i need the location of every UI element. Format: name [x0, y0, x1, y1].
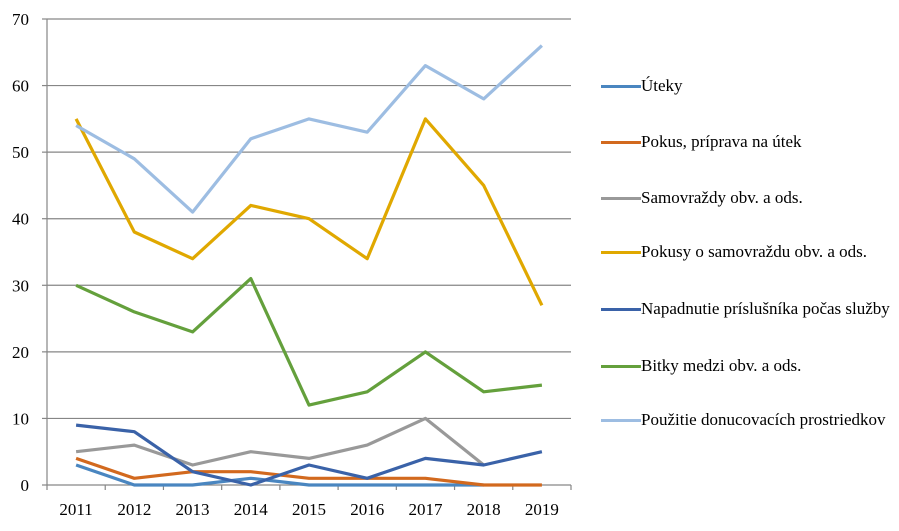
y-tick-label: 0: [21, 476, 30, 495]
legend-item: Pokus, príprava na útek: [601, 131, 891, 153]
x-tick-label: 2014: [234, 500, 269, 519]
y-tick-label: 70: [12, 10, 29, 29]
legend-label: Samovraždy obv. a ods.: [641, 188, 803, 207]
series-line-1: [75, 463, 484, 487]
gridlines: [47, 18, 571, 420]
x-axis-ticks: 2011 2012 2013 2014 2015 2016 2017 2018 2019: [46, 485, 572, 519]
legend-swatch: [601, 251, 641, 254]
legend-swatch: [601, 419, 641, 422]
legend-label: Pokus, príprava na útek: [641, 132, 802, 151]
legend: Úteky Pokus, príprava na útek Samovraždy o…: [601, 0, 899, 531]
legend-item: Bitky medzi obv. a ods.: [601, 355, 891, 377]
legend-swatch: [601, 365, 641, 368]
legend-label: Použitie donucovacích prostriedkov: [641, 410, 886, 429]
x-tick-label: 2015: [292, 500, 326, 519]
x-tick-label: 2018: [467, 500, 501, 519]
x-tick-label: 2017: [408, 500, 443, 519]
legend-swatch: [601, 197, 641, 200]
series-line-2: [75, 456, 542, 487]
legend-item: Napadnutie príslušníka počas služby: [601, 298, 891, 320]
legend-swatch: [601, 141, 641, 144]
series-line-3: [75, 416, 485, 467]
legend-label: Úteky: [641, 76, 683, 95]
series-line-6: [75, 277, 543, 407]
legend-label: Pokusy o samovraždu obv. a ods.: [641, 242, 868, 261]
legend-label: Bitky medzi obv. a ods.: [641, 356, 802, 375]
x-tick-label: 2012: [117, 500, 151, 519]
y-axis-ticks: 0 10 20 30 40 50 60 70: [12, 10, 47, 495]
y-tick-label: 10: [12, 409, 29, 428]
y-tick-label: 20: [12, 343, 29, 362]
y-tick-label: 50: [12, 143, 29, 162]
x-tick-label: 2019: [525, 500, 559, 519]
x-tick-label: 2016: [350, 500, 384, 519]
legend-item: Použitie donucovacích prostriedkov: [601, 409, 891, 431]
legend-item: Samovraždy obv. a ods.: [601, 187, 891, 209]
series-line-4: [74, 117, 544, 306]
series-line-5: [75, 423, 543, 487]
legend-swatch: [601, 85, 641, 88]
series-line-7: [75, 44, 543, 214]
x-tick-label: 2013: [176, 500, 210, 519]
x-tick-label: 2011: [59, 500, 92, 519]
y-tick-label: 30: [12, 276, 29, 295]
legend-item: Pokusy o samovraždu obv. a ods.: [601, 241, 891, 263]
y-tick-label: 60: [12, 77, 29, 96]
y-tick-label: 40: [12, 210, 29, 229]
series-lines: [74, 44, 544, 487]
legend-label: Napadnutie príslušníka počas služby: [641, 299, 890, 318]
legend-item: Úteky: [601, 75, 891, 97]
legend-swatch: [601, 308, 641, 311]
